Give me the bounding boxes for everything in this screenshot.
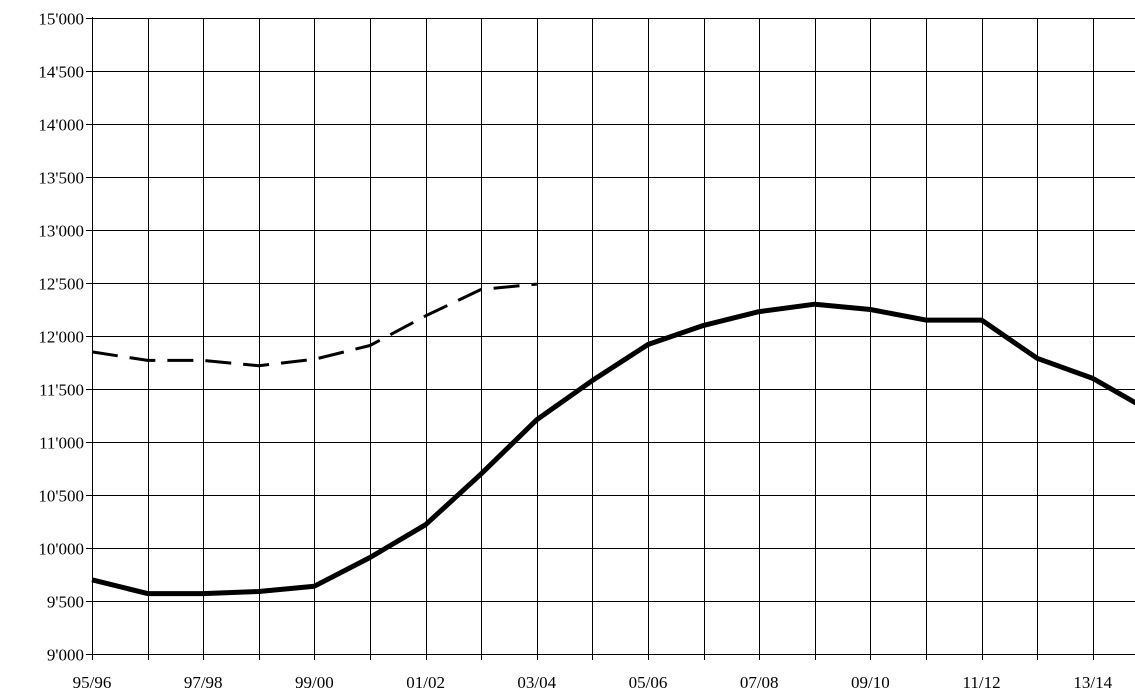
x-tick-label: 01/02 [406, 673, 445, 692]
x-tick-label: 97/98 [184, 673, 223, 692]
y-axis-ticks: 9'000 9'500 10'000 10'500 11'000 11'500 12'000… [38, 10, 92, 665]
y-tick-label: 14'000 [38, 116, 84, 135]
x-tick-label: 13/14 [1073, 673, 1112, 692]
x-tick-label: 11/12 [963, 673, 1001, 692]
y-tick-label: 14'500 [38, 63, 84, 82]
y-tick-label: 10'500 [38, 487, 84, 506]
x-tick-label: 03/04 [517, 673, 556, 692]
y-tick-label: 10'000 [38, 540, 84, 559]
grid [92, 18, 1135, 655]
y-tick-label: 12'000 [38, 328, 84, 347]
series-line-dashed [91, 282, 537, 368]
y-tick-label: 12'500 [38, 275, 84, 294]
x-tick-label: 09/10 [851, 673, 890, 692]
series-line-solid [91, 301, 1135, 597]
x-tick-label: 05/06 [629, 673, 668, 692]
x-tick-label: 99/00 [295, 673, 334, 692]
y-tick-label: 9'000 [47, 646, 84, 665]
x-axis-ticks: 95/96 97/98 99/00 01/02 03/04 05/06 07/08 09/10… [73, 654, 1113, 692]
axes [91, 17, 1135, 660]
y-tick-label: 13'500 [38, 169, 84, 188]
y-tick-label: 11'000 [39, 434, 84, 453]
y-tick-label: 13'000 [38, 222, 84, 241]
series-layer [91, 282, 1135, 597]
y-tick-label: 11'500 [39, 381, 84, 400]
x-tick-label: 95/96 [73, 673, 112, 692]
y-tick-label: 15'000 [38, 10, 84, 29]
x-tick-label: 07/08 [740, 673, 779, 692]
y-tick-label: 9'500 [47, 593, 84, 612]
